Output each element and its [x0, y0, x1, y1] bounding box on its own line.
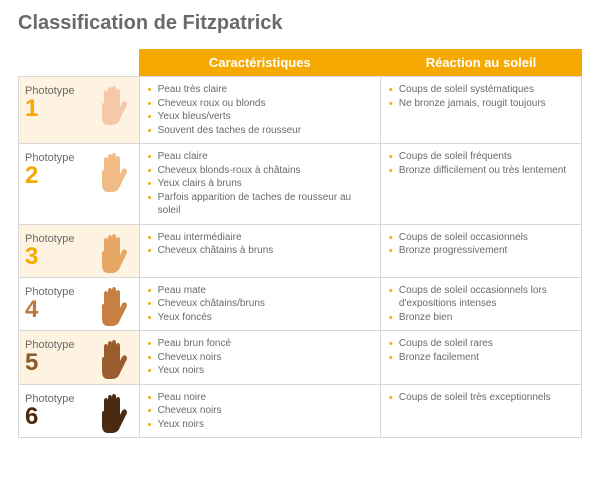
list-item: Bronze bien	[389, 311, 573, 325]
characteristics-cell: Peau brun foncéCheveux noirsYeux noirs	[139, 331, 380, 385]
fitzpatrick-table: Classification de Fitzpatrick Caractéris…	[0, 0, 600, 450]
characteristics-cell: Peau claireCheveux blonds-roux à châtain…	[139, 144, 380, 225]
characteristics-cell: Peau très claireCheveux roux ou blondsYe…	[139, 77, 380, 144]
list-item: Coups de soleil systématiques	[389, 83, 573, 97]
table-row: Phototype 3 Peau intermédiaireCheveux ch…	[19, 224, 582, 277]
list-item: Yeux foncés	[148, 311, 372, 325]
hand-icon	[91, 337, 133, 388]
phototype-cell: Phototype 4	[19, 277, 140, 331]
header-characteristics: Caractéristiques	[139, 49, 380, 77]
hand-icon	[91, 150, 133, 201]
classification-table: Caractéristiques Réaction au soleil Phot…	[18, 49, 582, 438]
characteristics-cell: Peau noireCheveux noirsYeux noirs	[139, 384, 380, 438]
list-item: Cheveux châtains à bruns	[148, 244, 372, 258]
phototype-cell: Phototype 3	[19, 224, 140, 277]
list-item: Peau mate	[148, 284, 372, 298]
table-row: Phototype 1 Peau très claireCheveux roux…	[19, 77, 582, 144]
hand-icon	[91, 391, 133, 442]
phototype-cell: Phototype 6	[19, 384, 140, 438]
list-item: Bronze progressivement	[389, 244, 573, 258]
list-item: Cheveux blonds-roux à châtains	[148, 164, 372, 178]
list-item: Peau noire	[148, 391, 372, 405]
list-item: Cheveux roux ou blonds	[148, 97, 372, 111]
page-title: Classification de Fitzpatrick	[18, 12, 582, 35]
table-row: Phototype 6 Peau noireCheveux noirsYeux …	[19, 384, 582, 438]
list-item: Parfois apparition de taches de rousseur…	[148, 191, 372, 218]
list-item: Peau claire	[148, 150, 372, 164]
list-item: Souvent des taches de rousseur	[148, 124, 372, 138]
list-item: Coups de soleil occasionnels	[389, 231, 573, 245]
list-item: Peau brun foncé	[148, 337, 372, 351]
characteristics-cell: Peau mateCheveux châtains/brunsYeux fonc…	[139, 277, 380, 331]
list-item: Coups de soleil très exceptionnels	[389, 391, 573, 405]
phototype-cell: Phototype 5	[19, 331, 140, 385]
reaction-cell: Coups de soleil fréquentsBronze difficil…	[380, 144, 581, 225]
list-item: Yeux noirs	[148, 364, 372, 378]
hand-icon	[91, 284, 133, 335]
list-item: Yeux clairs à bruns	[148, 177, 372, 191]
hand-icon	[91, 83, 133, 134]
list-item: Bronze facilement	[389, 351, 573, 365]
header-reaction: Réaction au soleil	[380, 49, 581, 77]
list-item: Cheveux noirs	[148, 351, 372, 365]
list-item: Coups de soleil occasionnels lors d'expo…	[389, 284, 573, 311]
list-item: Cheveux noirs	[148, 404, 372, 418]
table-row: Phototype 4 Peau mateCheveux châtains/br…	[19, 277, 582, 331]
table-row: Phototype 2 Peau claireCheveux blonds-ro…	[19, 144, 582, 225]
list-item: Peau très claire	[148, 83, 372, 97]
reaction-cell: Coups de soleil occasionnelsBronze progr…	[380, 224, 581, 277]
list-item: Bronze difficilement ou très lentement	[389, 164, 573, 178]
list-item: Coups de soleil rares	[389, 337, 573, 351]
list-item: Yeux noirs	[148, 418, 372, 432]
list-item: Ne bronze jamais, rougit toujours	[389, 97, 573, 111]
reaction-cell: Coups de soleil systématiquesNe bronze j…	[380, 77, 581, 144]
hand-icon	[91, 231, 133, 282]
reaction-cell: Coups de soleil occasionnels lors d'expo…	[380, 277, 581, 331]
list-item: Cheveux châtains/bruns	[148, 297, 372, 311]
reaction-cell: Coups de soleil très exceptionnels	[380, 384, 581, 438]
reaction-cell: Coups de soleil raresBronze facilement	[380, 331, 581, 385]
list-item: Coups de soleil fréquents	[389, 150, 573, 164]
table-row: Phototype 5 Peau brun foncéCheveux noirs…	[19, 331, 582, 385]
list-item: Yeux bleus/verts	[148, 110, 372, 124]
phototype-cell: Phototype 1	[19, 77, 140, 144]
list-item: Peau intermédiaire	[148, 231, 372, 245]
phototype-cell: Phototype 2	[19, 144, 140, 225]
header-empty	[19, 49, 140, 77]
characteristics-cell: Peau intermédiaireCheveux châtains à bru…	[139, 224, 380, 277]
